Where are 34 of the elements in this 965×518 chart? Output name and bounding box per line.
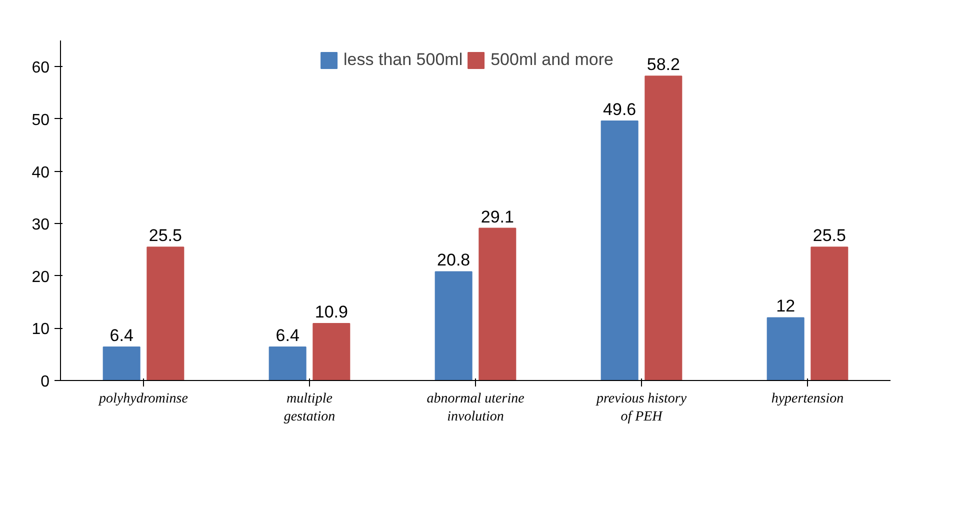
y-tick-label: 50 [32,112,50,129]
data-label: 10.9 [314,302,348,322]
bar [102,346,140,380]
data-label: 29.1 [480,207,514,226]
y-tick-label: 20 [32,268,50,286]
bar [146,246,184,380]
x-tick-label: hypertension [771,392,844,406]
x-tick-label: multiple gestation [284,392,336,424]
data-label: 20.8 [437,250,470,270]
data-label: 25.5 [148,226,182,246]
y-tick-label: 60 [32,60,50,77]
data-label: 58.2 [646,55,680,74]
bar [766,317,804,380]
x-tick-label: abnormal uterine involution [426,392,524,424]
data-label: 49.6 [603,100,636,120]
data-label: 25.5 [812,226,846,246]
y-tick-label: 40 [32,164,50,182]
y-tick-label: 0 [40,374,50,390]
bar [644,76,682,380]
x-tick-label: previous history of PEH [595,392,688,424]
x-tick-label: polyhydrominse [98,392,188,406]
legend-label: less than 500ml [344,50,463,70]
data-label: 12 [776,296,796,316]
bar [434,271,472,380]
data-label: 6.4 [276,326,300,346]
bar [312,322,350,380]
legend-label: 500ml and more [490,50,614,70]
y-tick-label: 30 [32,216,50,234]
bar [478,228,516,380]
bar [268,346,306,380]
data-label: 6.4 [110,326,134,346]
bar [600,120,638,380]
bar [810,246,848,380]
y-tick-label: 10 [32,321,50,338]
